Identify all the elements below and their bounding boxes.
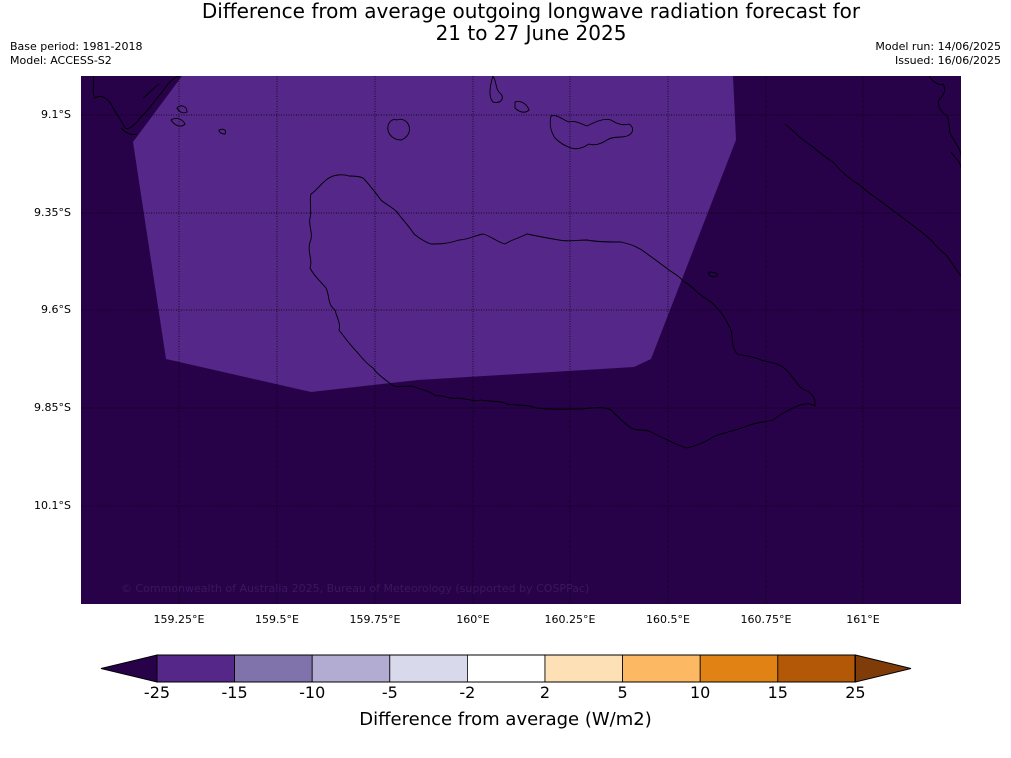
base-period-text: Base period: 1981-2018 bbox=[10, 40, 143, 53]
lat-label-9-35: 9.35°S bbox=[34, 206, 71, 219]
lon-label-159-25: 159.25°E bbox=[153, 613, 205, 626]
colorbar-segment bbox=[777, 654, 856, 683]
colorbar-tick-label: -5 bbox=[381, 683, 398, 702]
colorbar-segments bbox=[100, 654, 912, 683]
colorbar-segment bbox=[234, 654, 313, 683]
colorbar-tick-label: 10 bbox=[690, 683, 711, 702]
coastline-russell-islands bbox=[92, 76, 226, 135]
meta-right: Model run: 14/06/2025 Issued: 16/06/2025 bbox=[875, 40, 1001, 68]
copyright-text: © Commonwealth of Australia 2025, Bureau… bbox=[121, 582, 589, 595]
map-panel: © Commonwealth of Australia 2025, Bureau… bbox=[81, 76, 961, 604]
model-text: Model: ACCESS-S2 bbox=[10, 54, 112, 67]
coastline-malaita bbox=[784, 76, 961, 277]
lon-label-160-25: 160.25°E bbox=[544, 613, 596, 626]
anomaly-region bbox=[133, 76, 736, 392]
lon-label-159-75: 159.75°E bbox=[349, 613, 401, 626]
lon-label-160-75: 160.75°E bbox=[740, 613, 792, 626]
colorbar-segment bbox=[156, 654, 235, 683]
coastlines bbox=[92, 76, 961, 449]
colorbar-segment bbox=[311, 654, 391, 683]
colorbar-segment bbox=[699, 654, 779, 683]
colorbar bbox=[100, 654, 912, 683]
coastline-islet bbox=[514, 101, 530, 113]
lon-label-159-5: 159.5°E bbox=[255, 613, 299, 626]
chart-title: Difference from average outgoing longwav… bbox=[0, 0, 1011, 44]
colorbar-tick-label: 15 bbox=[767, 683, 788, 702]
colorbar-segment bbox=[389, 654, 468, 683]
colorbar-label: Difference from average (W/m2) bbox=[359, 709, 652, 730]
coastline-islet bbox=[489, 76, 503, 103]
lon-label-160: 160°E bbox=[456, 613, 490, 626]
colorbar-outline bbox=[156, 654, 856, 683]
title-line-1: Difference from average outgoing longwav… bbox=[201, 0, 861, 23]
issued-text: Issued: 16/06/2025 bbox=[894, 54, 1001, 67]
coastline-nggela bbox=[549, 115, 634, 150]
colorbar-segment bbox=[622, 654, 701, 683]
coastline-islet bbox=[708, 271, 718, 278]
colorbar-tick-label: -10 bbox=[299, 683, 326, 702]
colorbar-tick-label: -2 bbox=[459, 683, 476, 702]
lat-label-10-1: 10.1°S bbox=[34, 499, 71, 512]
lat-label-9-6: 9.6°S bbox=[41, 303, 71, 316]
colorbar-tick-label: 2 bbox=[539, 683, 551, 702]
model-run-text: Model run: 14/06/2025 bbox=[875, 40, 1001, 53]
lat-label-9-85: 9.85°S bbox=[34, 401, 71, 414]
map-canvas: © Commonwealth of Australia 2025, Bureau… bbox=[81, 76, 961, 604]
colorbar-tick-label: -25 bbox=[143, 683, 171, 702]
colorbar-extend-high bbox=[854, 654, 912, 683]
lat-label-9-1: 9.1°S bbox=[41, 108, 71, 121]
lon-label-161: 161°E bbox=[846, 613, 880, 626]
colorbar-tick-label: 25 bbox=[845, 683, 866, 702]
colorbar-tick-label: -15 bbox=[221, 683, 248, 702]
graticule bbox=[81, 76, 961, 604]
colorbar-segment bbox=[544, 654, 623, 683]
colorbar-segment bbox=[466, 654, 546, 683]
colorbar-tick-label: 5 bbox=[617, 683, 628, 702]
title-line-2: 21 to 27 June 2025 bbox=[435, 21, 627, 45]
coastline-small-island bbox=[387, 118, 410, 141]
lon-label-160-5: 160.5°E bbox=[646, 613, 690, 626]
coastline-guadalcanal bbox=[308, 174, 816, 449]
colorbar-extend-low bbox=[100, 654, 158, 683]
meta-left: Base period: 1981-2018 Model: ACCESS-S2 bbox=[10, 40, 142, 68]
